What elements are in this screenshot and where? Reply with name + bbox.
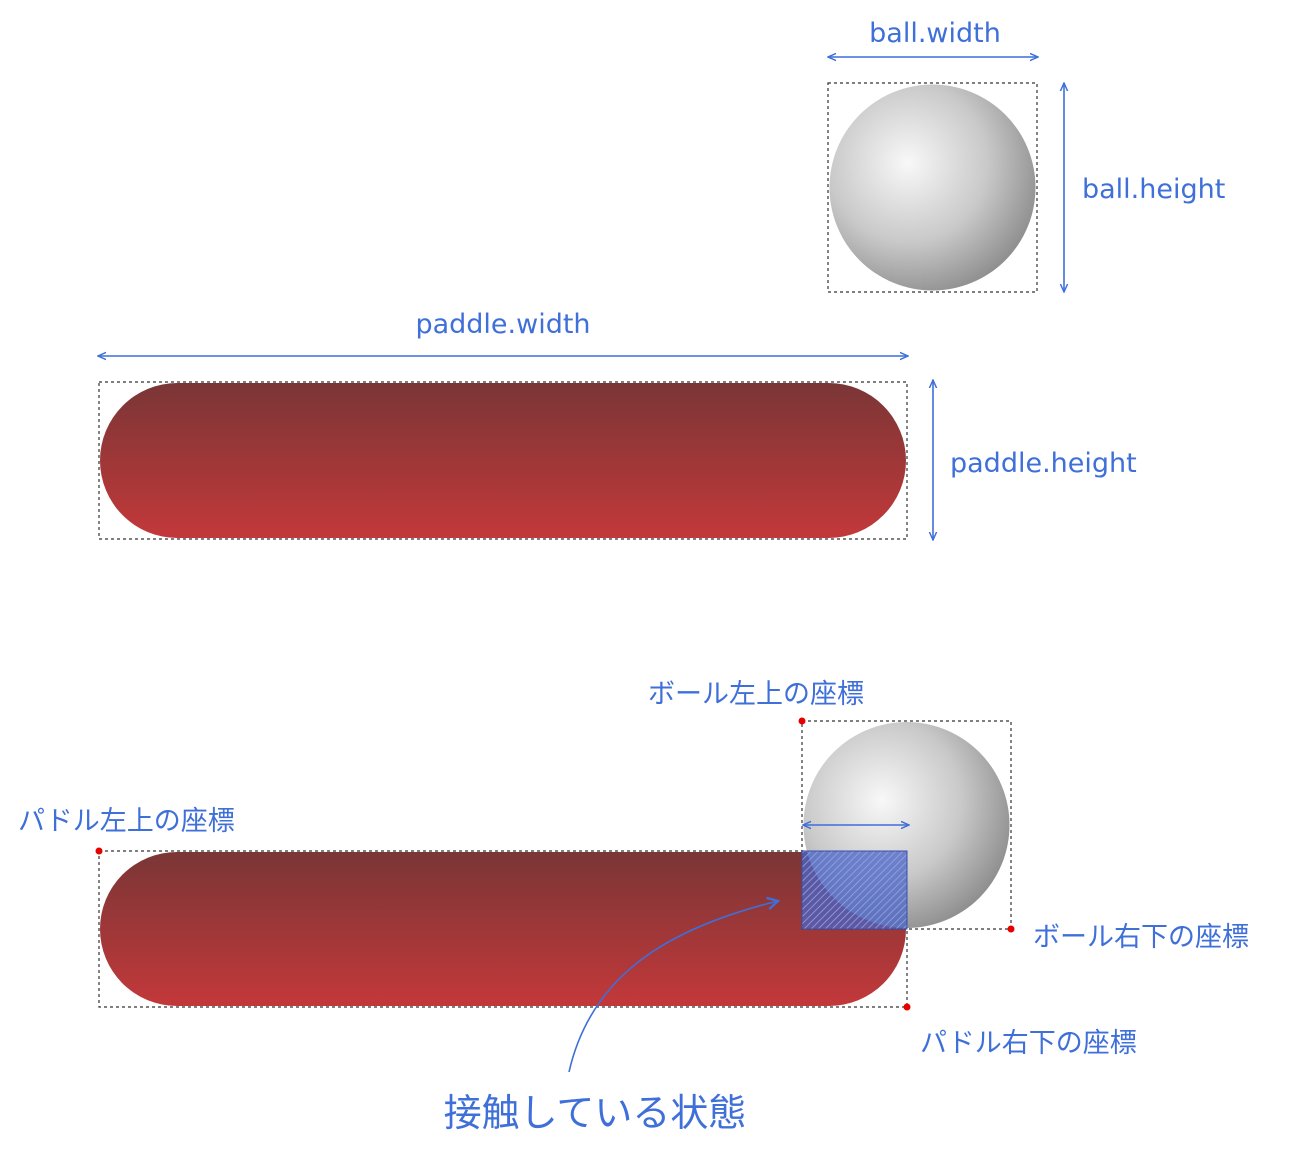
paddle-bounding-box xyxy=(98,381,908,540)
contact-pointer-arrow xyxy=(568,901,778,1073)
ball-size-group: ball.width ball.height xyxy=(828,18,1225,292)
overlap-area-outline xyxy=(801,850,908,930)
paddle-top-left-point xyxy=(95,847,103,855)
ball-top-left-point xyxy=(798,717,806,725)
paddle-width-label: paddle.width xyxy=(415,309,590,340)
ball-height-label: ball.height xyxy=(1082,174,1225,205)
ball-bottom-right-label: ボール右下の座標 xyxy=(1033,922,1249,953)
contact-label: 接触している状態 xyxy=(444,1091,747,1135)
collision-group: ボール左上の座標 パドル左上の座標 ボール右下の座標 パドル右下の座標 接触して… xyxy=(18,679,1249,1135)
ball xyxy=(829,84,1036,291)
paddle-bounding-box-2 xyxy=(98,850,908,1008)
paddle-size-group: paddle.width paddle.height xyxy=(98,309,1137,540)
ball-bottom-right-point xyxy=(1007,925,1015,933)
paddle-bottom-right-point xyxy=(903,1003,911,1011)
overlap-area xyxy=(802,851,907,929)
paddle-top-left-label: パドル左上の座標 xyxy=(18,806,235,837)
ball-width-label: ball.width xyxy=(869,18,1001,49)
paddle-height-label: paddle.height xyxy=(950,448,1137,479)
paddle xyxy=(100,383,906,538)
ball-bounding-box xyxy=(827,82,1038,293)
paddle-2 xyxy=(100,852,906,1006)
ball-bounding-box-2 xyxy=(801,720,1012,930)
paddle-bottom-right-label: パドル右下の座標 xyxy=(920,1028,1137,1059)
ball-top-left-label: ボール左上の座標 xyxy=(648,679,864,710)
